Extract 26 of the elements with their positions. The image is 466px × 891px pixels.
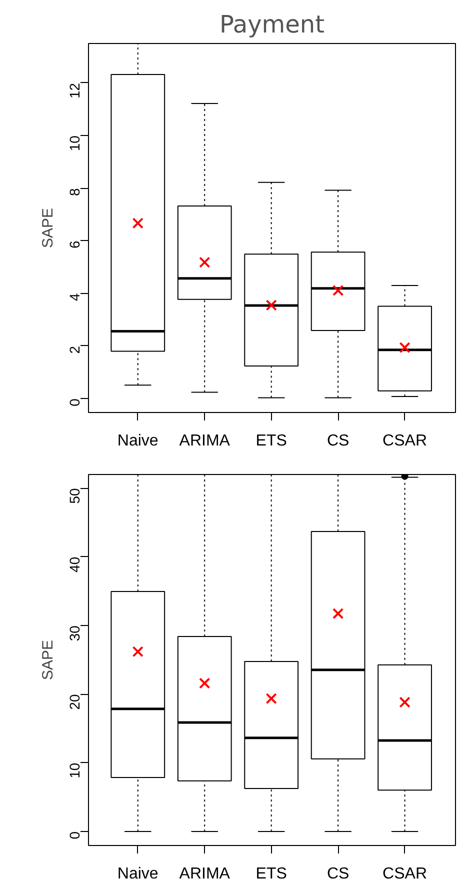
x-tick-label: Naive [117,866,158,882]
x-tick-label: ARIMA [179,866,230,882]
x-tick-label: CS [326,866,350,882]
x-tick-label: Naive [117,432,158,450]
y-tick-label: 10 [66,135,82,152]
y-axis-title: SAPE [40,208,56,248]
x-tick-label: ETS [256,866,287,882]
y-tick-label: 20 [66,694,82,710]
y-tick-label: 40 [66,556,82,572]
y-tick-label: 50 [66,488,82,504]
x-tick-label: ETS [256,432,287,450]
y-tick-label: 8 [66,188,82,196]
y-tick-label: 4 [66,293,82,302]
chart-title: Payment [219,10,325,38]
x-tick-label: CS [326,432,350,450]
y-axis-title: SAPE [40,640,56,680]
y-tick-label: 10 [66,762,82,778]
y-tick-label: 0 [66,831,82,840]
y-tick-label: 6 [66,240,82,249]
x-tick-label: ARIMA [179,432,230,450]
y-tick-label: 12 [66,82,82,99]
y-tick-label: 0 [66,398,82,406]
y-tick-label: 2 [66,346,82,354]
x-tick-label: CSAR [382,432,428,450]
y-tick-label: 30 [66,625,82,642]
x-tick-label: CSAR [382,866,428,882]
